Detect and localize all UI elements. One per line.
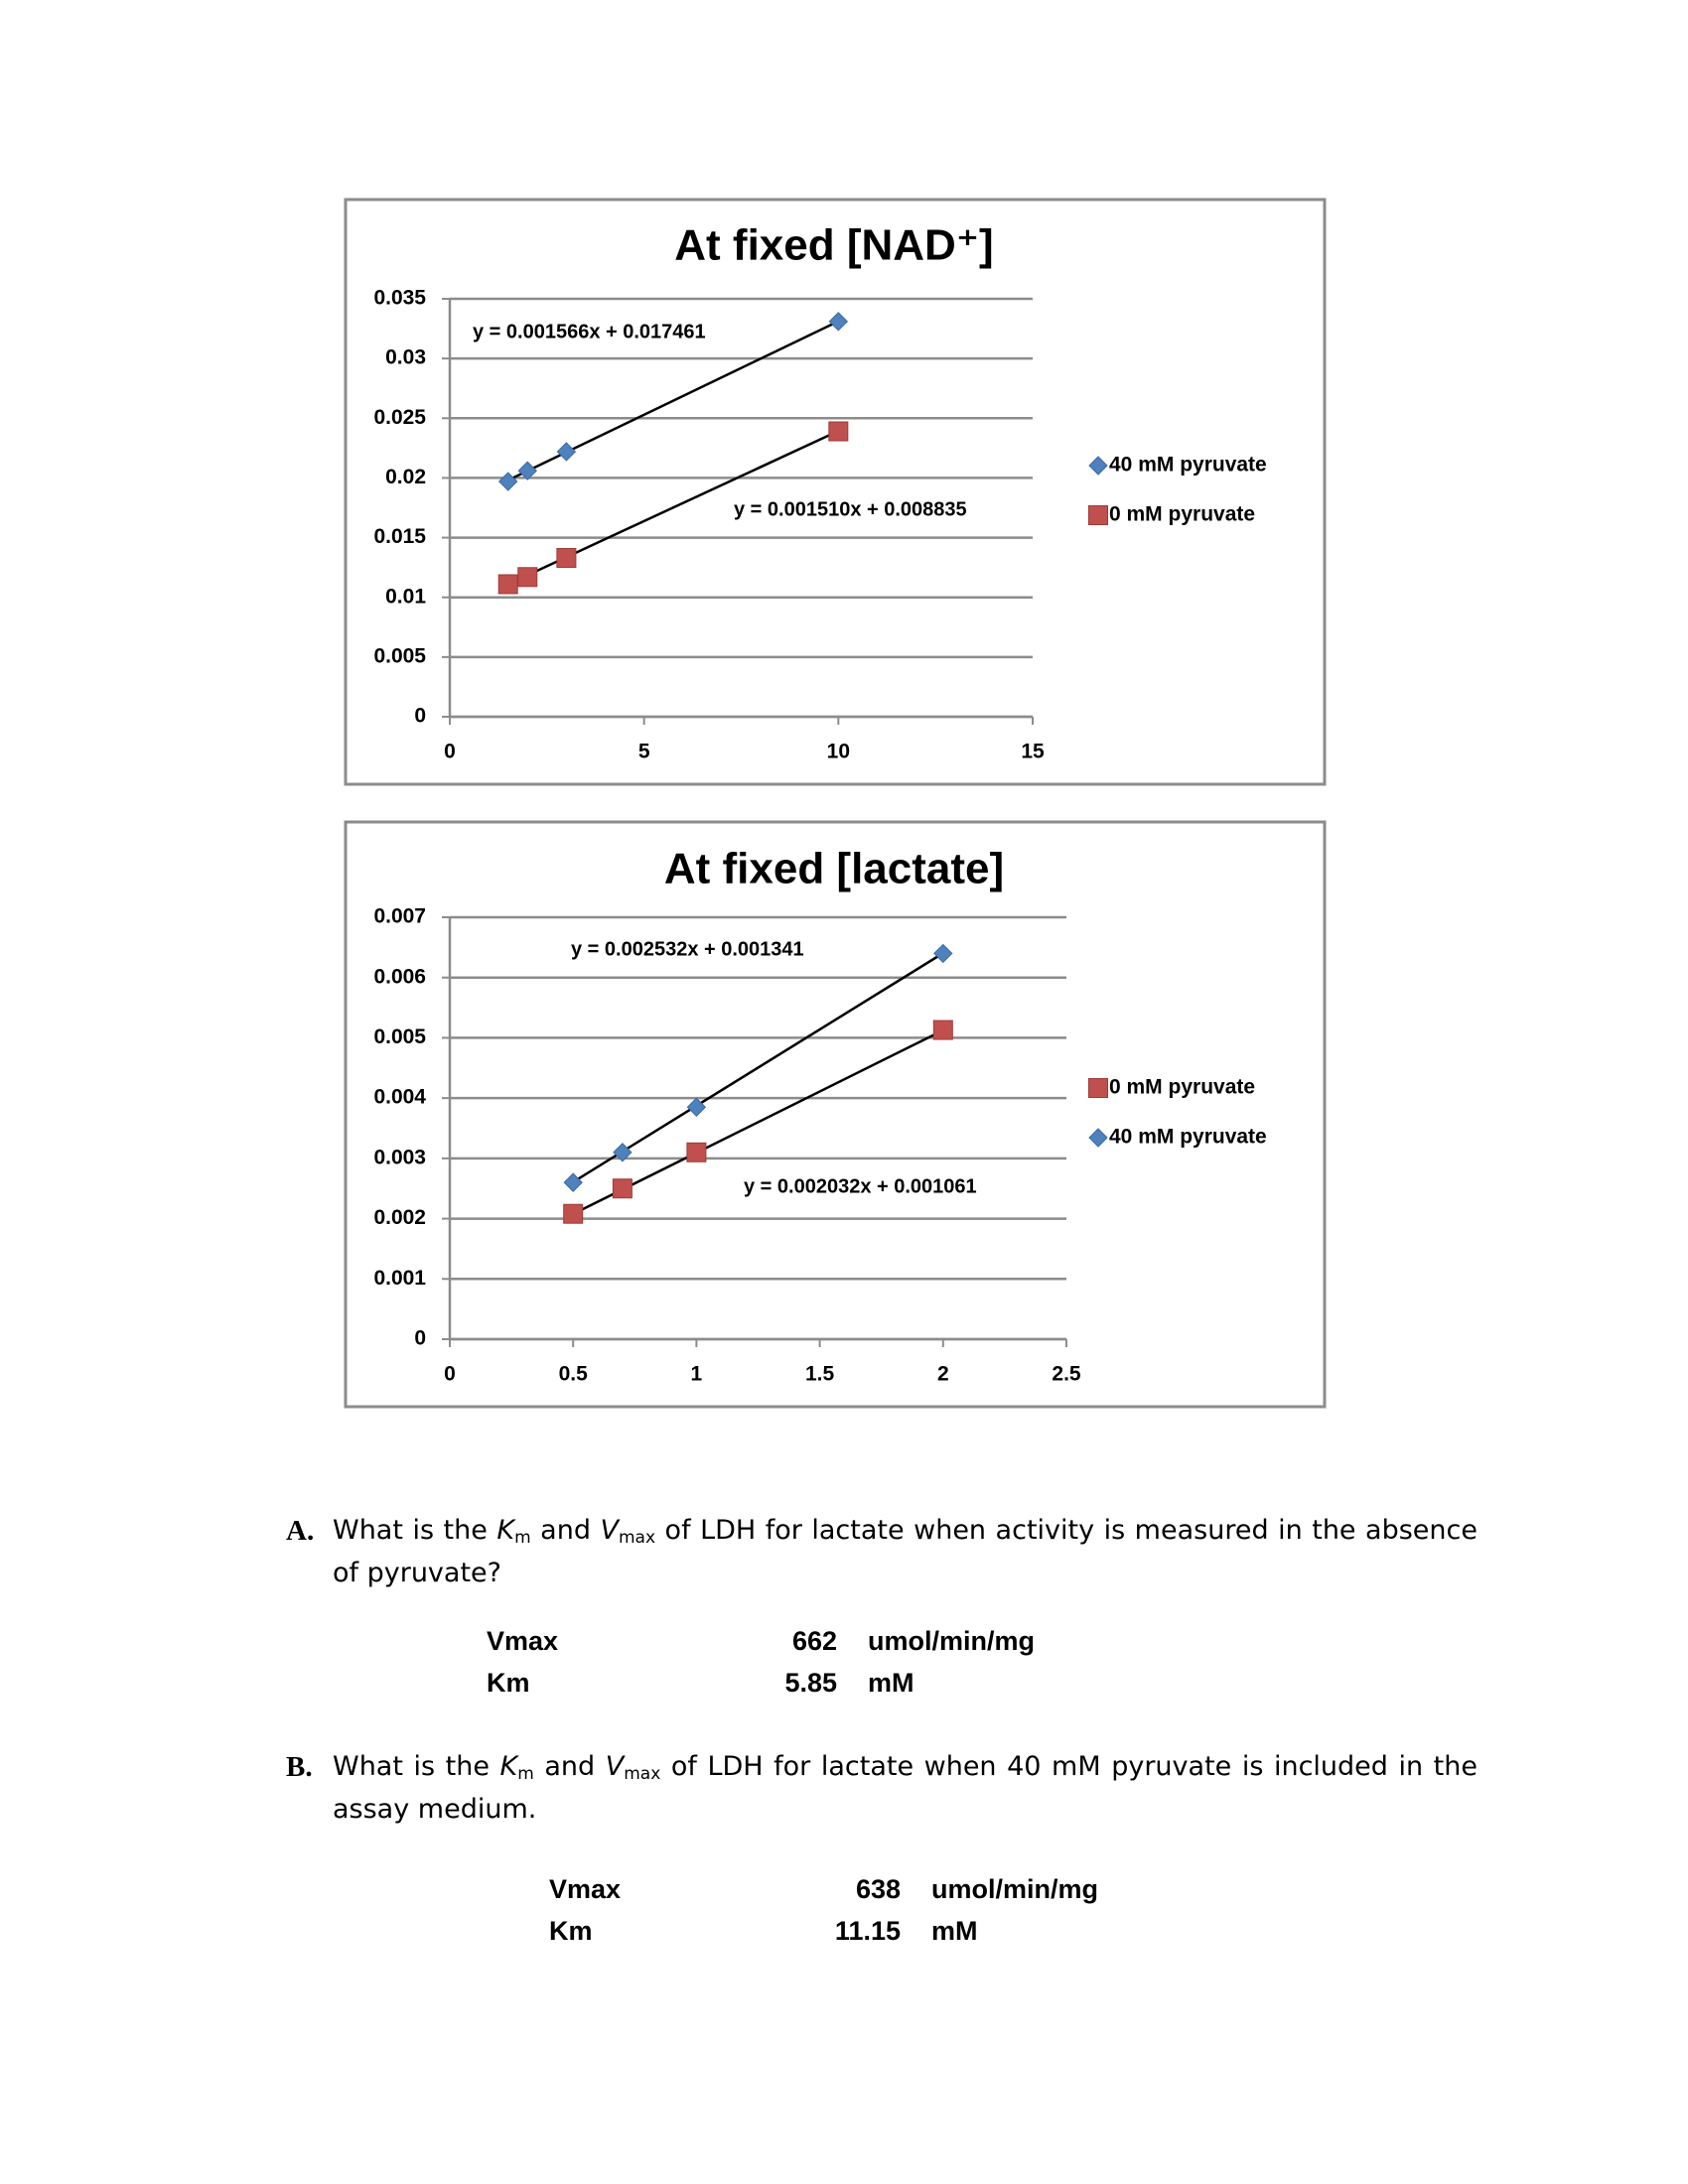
point: [497, 574, 518, 595]
x-tick-label: 2: [937, 1363, 949, 1386]
point: [563, 1172, 583, 1192]
legend-label: 40 mM pyruvate: [1109, 1126, 1267, 1149]
subscript: m: [517, 1764, 534, 1784]
y-tick-label: 0.01: [385, 585, 426, 608]
point: [556, 548, 577, 569]
chart-border: [344, 198, 1327, 786]
x-tick-label: 1: [691, 1363, 703, 1386]
text: of LDH for lactate when activity is meas…: [333, 1515, 1477, 1588]
y-tick-label: 0.035: [373, 287, 426, 310]
answer-unit: mM: [868, 1668, 914, 1698]
chart-title: At fixed [lactate]: [664, 845, 1004, 893]
point: [686, 1142, 707, 1162]
answer-value: 5.85: [784, 1668, 837, 1698]
text: and: [533, 1751, 606, 1782]
y-tick-label: 0.005: [373, 644, 426, 667]
x-tick-label: 10: [827, 741, 850, 763]
text: of LDH for lactate when 40 mM pyruvate i…: [333, 1751, 1477, 1825]
question-text: What is the Km and Vmax of LDH for lacta…: [333, 1749, 1477, 1828]
point: [828, 312, 849, 332]
y-tick-label: 0: [414, 1327, 426, 1350]
chart-title: At fixed [NAD⁺]: [674, 221, 993, 270]
text: What is the: [333, 1515, 497, 1546]
trendline-equation: y = 0.002532x + 0.001341: [571, 938, 804, 960]
x-tick-label: 1.5: [805, 1363, 835, 1386]
y-tick-label: 0.003: [373, 1146, 426, 1168]
point: [497, 472, 518, 491]
trendline-equation: y = 0.001566x + 0.017461: [473, 321, 706, 342]
chart: At fixed [NAD⁺] 0 0.005 0.01 0.015 0.02 0.025 0…: [344, 198, 1327, 786]
subscript: max: [624, 1764, 661, 1784]
answer-unit: umol/min/mg: [868, 1626, 1035, 1656]
chart-border: [344, 820, 1327, 1409]
question: A. What is the Km and Vmax of LDH for la…: [286, 1513, 1477, 1591]
legend-marker: [1088, 1128, 1108, 1148]
x-tick-label: 2.5: [1052, 1363, 1081, 1386]
y-tick-label: 0.002: [373, 1206, 426, 1229]
question-text: What is the Km and Vmax of LDH for lacta…: [333, 1513, 1477, 1591]
symbol: V: [605, 1751, 625, 1782]
point: [517, 461, 537, 480]
trendline: [572, 1028, 944, 1216]
text: What is the: [333, 1751, 500, 1782]
answer-label: Vmax: [487, 1626, 559, 1656]
y-tick-label: 0.025: [373, 406, 426, 429]
trendline: [572, 952, 944, 1183]
answer-unit: mM: [931, 1916, 978, 1946]
legend-label: 0 mM pyruvate: [1109, 1076, 1255, 1099]
subscript: m: [514, 1528, 531, 1548]
point: [612, 1178, 633, 1199]
point: [933, 943, 953, 964]
answer-label: Km: [549, 1916, 593, 1946]
y-tick-label: 0.015: [373, 525, 426, 548]
answer-value: 662: [791, 1626, 837, 1656]
point: [563, 1203, 584, 1224]
x-tick-label: 15: [1021, 741, 1045, 763]
trendline-equation: y = 0.001510x + 0.008835: [734, 498, 967, 520]
answer-label: Km: [487, 1668, 530, 1698]
legend-label: 0 mM pyruvate: [1109, 503, 1255, 526]
symbol: K: [496, 1515, 515, 1546]
point: [686, 1097, 707, 1117]
y-tick-label: 0.005: [373, 1025, 426, 1048]
x-tick-label: 0: [444, 741, 456, 763]
answer-value: 11.15: [834, 1916, 901, 1946]
y-tick-label: 0.004: [373, 1086, 426, 1109]
answer-label: Vmax: [549, 1874, 622, 1904]
trendline-equation: y = 0.002032x + 0.001061: [744, 1175, 977, 1197]
legend-marker: [1088, 505, 1108, 525]
point: [556, 442, 577, 462]
x-tick-label: 0.5: [559, 1363, 589, 1386]
chart: At fixed [lactate] 0 0.001 0.002 0.003 0.004 0…: [344, 820, 1327, 1409]
y-tick-label: 0.001: [373, 1267, 426, 1290]
question: B. What is the Km and Vmax of LDH for la…: [286, 1749, 1477, 1828]
symbol: V: [600, 1515, 619, 1546]
answer-unit: umol/min/mg: [931, 1874, 1098, 1904]
y-tick-label: 0.007: [373, 905, 426, 928]
point: [613, 1143, 633, 1162]
x-tick-label: 0: [444, 1363, 456, 1386]
y-tick-label: 0: [414, 705, 426, 728]
legend-marker: [1088, 456, 1108, 476]
point: [932, 1020, 953, 1040]
x-tick-label: 5: [638, 741, 650, 763]
subscript: max: [618, 1528, 656, 1548]
y-tick-label: 0.006: [373, 965, 426, 988]
question-letter: B.: [286, 1751, 313, 1783]
legend-label: 40 mM pyruvate: [1109, 454, 1267, 477]
question-letter: A.: [286, 1515, 315, 1547]
legend-marker: [1088, 1078, 1108, 1098]
point: [828, 421, 849, 442]
answer-value: 638: [855, 1874, 901, 1904]
text: and: [530, 1515, 601, 1546]
y-tick-label: 0.03: [385, 346, 426, 369]
point: [517, 567, 538, 588]
y-tick-label: 0.02: [385, 466, 426, 488]
symbol: K: [499, 1751, 518, 1782]
